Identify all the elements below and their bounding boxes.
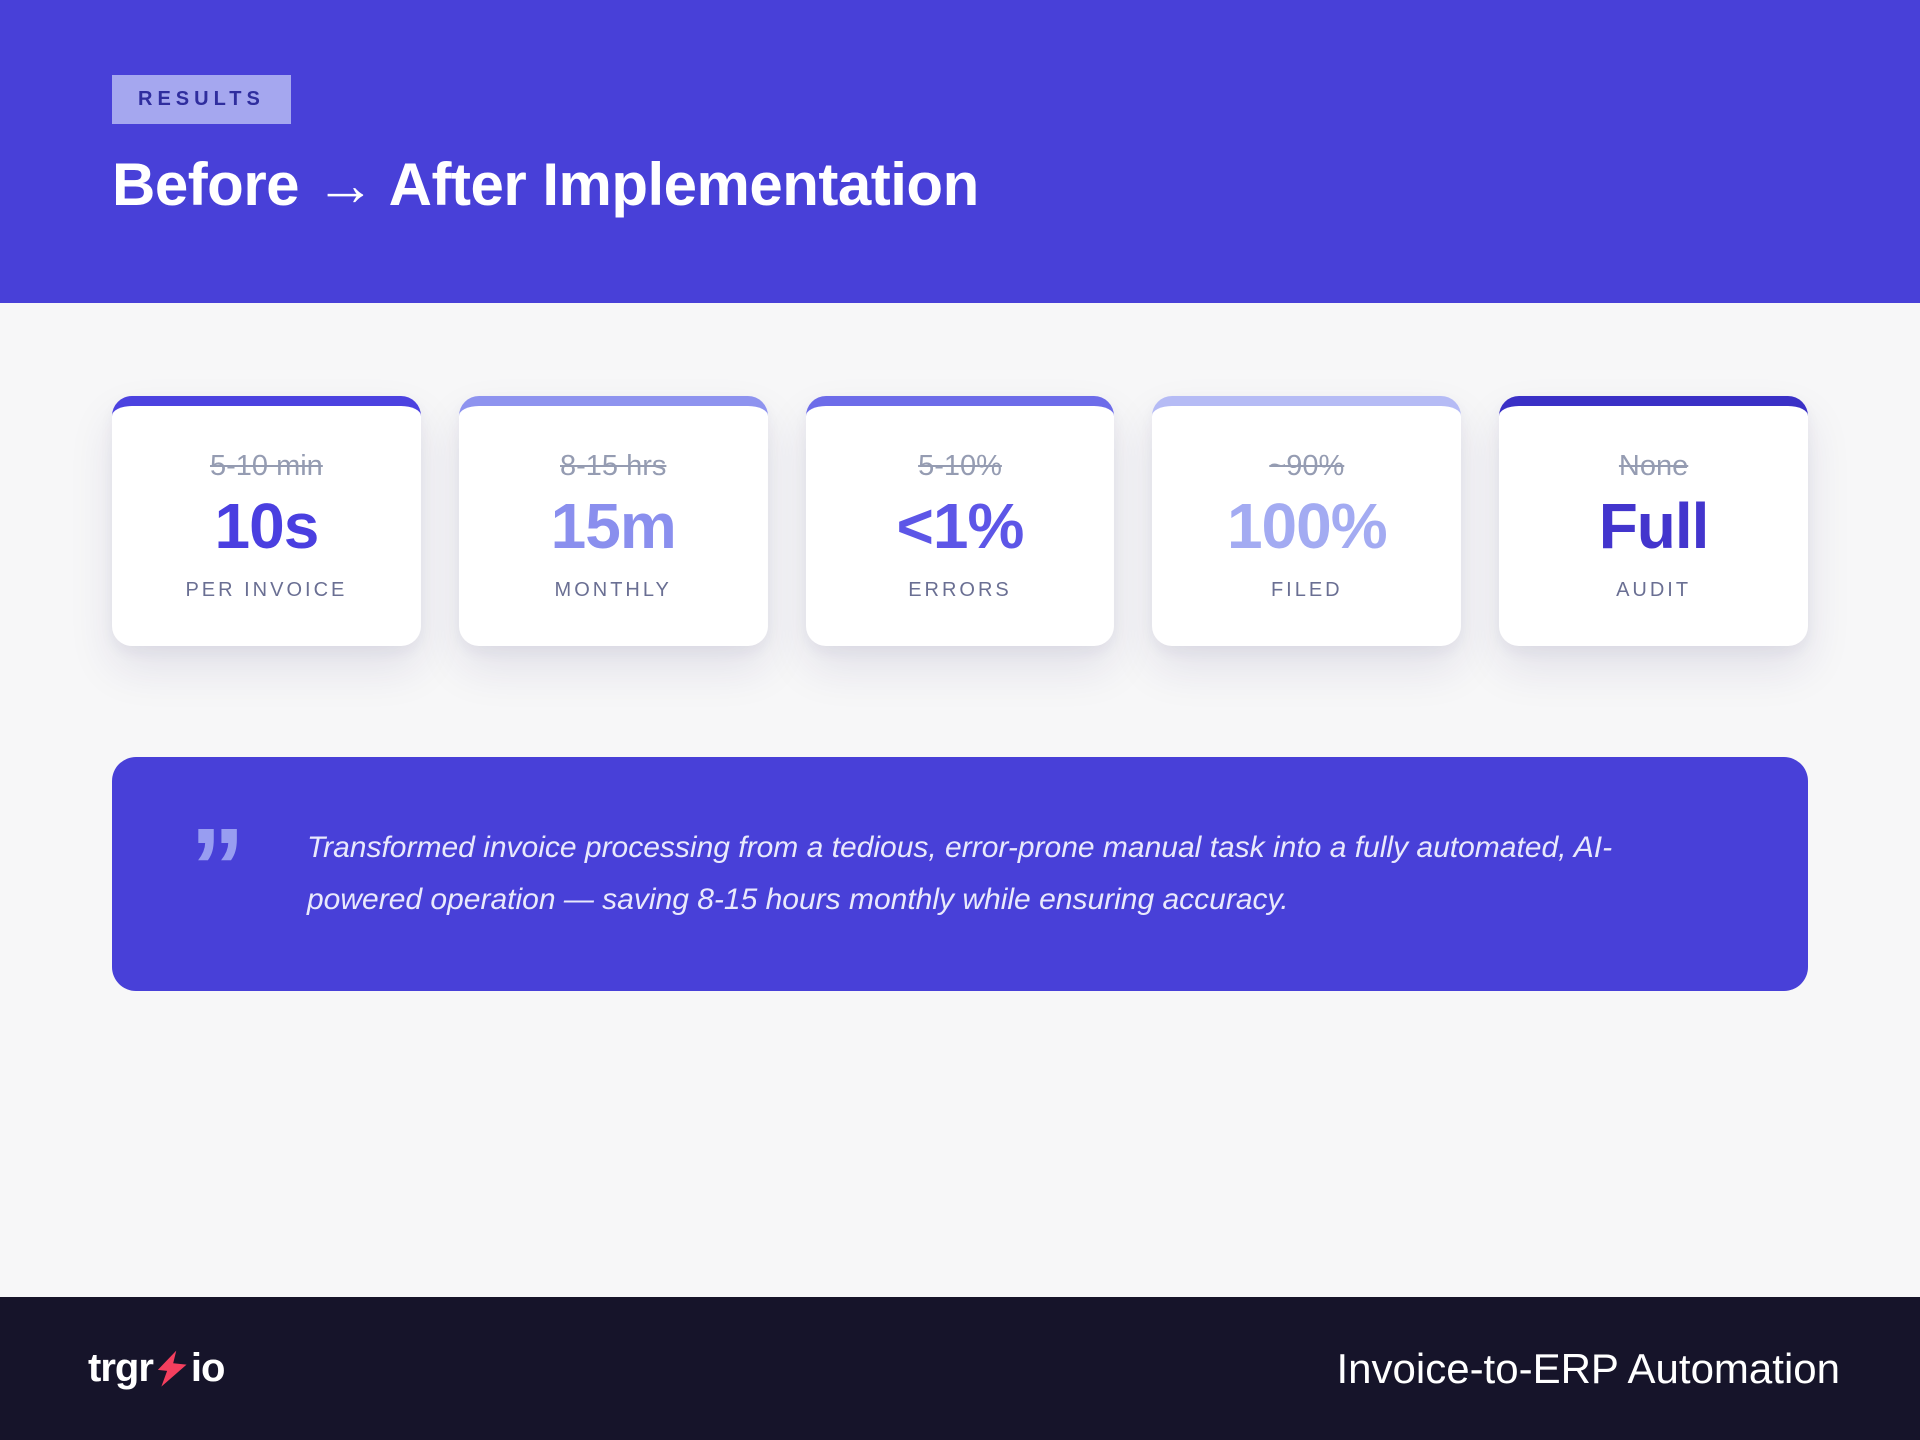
stat-card-audit: None Full AUDIT [1499, 396, 1808, 646]
stat-before-value: 8-15 hrs [560, 450, 667, 482]
stat-after-value: Full [1598, 490, 1710, 562]
logo: trgr io [88, 1346, 226, 1391]
quote-text: Transformed invoice processing from a te… [307, 831, 1613, 916]
footer: trgr io Invoice-to-ERP Automation [0, 1297, 1920, 1440]
stat-after-value: 100% [1226, 490, 1388, 562]
lightning-bolt-icon [157, 1350, 187, 1387]
stat-card-errors: 5-10% <1% ERRORS [805, 396, 1115, 646]
page-title: Before → After Implementation [112, 151, 979, 218]
footer-title: Invoice-to-ERP Automation [1336, 1344, 1841, 1392]
main-content: 5-10 min 10s PER INVOICE 8-15 hrs 15m MO… [0, 303, 1920, 1297]
stat-card-monthly: 8-15 hrs 15m MONTHLY [458, 396, 768, 646]
stat-before-value: 5-10% [918, 450, 1002, 482]
stat-label: PER INVOICE [185, 579, 348, 601]
stat-label: MONTHLY [554, 579, 672, 601]
stat-card-filed: ~90% 100% FILED [1152, 396, 1462, 646]
stat-label: AUDIT [1616, 579, 1692, 601]
stats-row: 5-10 min 10s PER INVOICE 8-15 hrs 15m MO… [112, 396, 1808, 646]
stat-after-value: 15m [550, 490, 677, 562]
quote-banner: ” Transformed invoice processing from a … [112, 757, 1808, 991]
stat-label: ERRORS [908, 579, 1012, 601]
logo-text-right: io [190, 1346, 226, 1390]
stat-card-per-invoice: 5-10 min 10s PER INVOICE [112, 396, 421, 646]
stat-after-value: <1% [896, 490, 1025, 562]
stat-before-value: None [1618, 450, 1689, 482]
hero-section: RESULTS Before → After Implementation [0, 0, 1920, 303]
stat-label: FILED [1270, 579, 1343, 601]
results-badge: RESULTS [112, 75, 291, 124]
stat-after-value: 10s [214, 490, 320, 562]
stat-before-value: 5-10 min [209, 450, 323, 482]
stat-before-value: ~90% [1269, 450, 1345, 482]
logo-text-left: trgr [88, 1346, 154, 1390]
